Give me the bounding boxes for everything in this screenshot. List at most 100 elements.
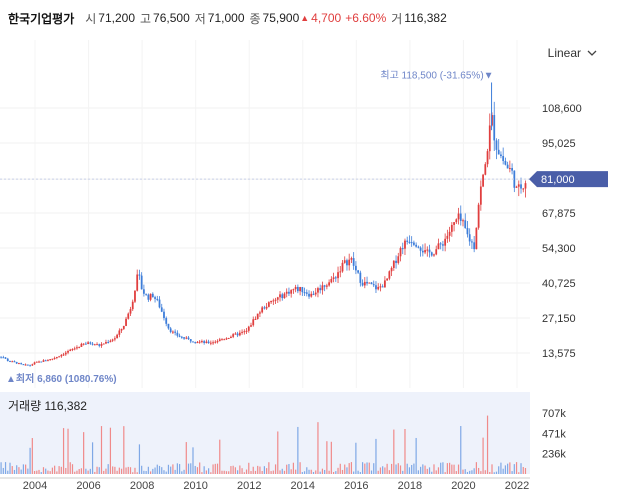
volume-bar [384, 467, 386, 474]
volume-bar [85, 468, 87, 474]
volume-bar [473, 468, 475, 474]
candle-body [138, 274, 141, 276]
volume-bar [172, 464, 174, 474]
candle-body [163, 311, 165, 319]
volume-bar [127, 466, 129, 474]
volume-bar [475, 462, 477, 474]
volume-bar [335, 471, 337, 474]
volume-bar [413, 463, 415, 474]
volume-bar [424, 465, 426, 474]
volume-bar [395, 464, 397, 474]
x-tick-label: 2008 [130, 480, 154, 492]
volume-bar [27, 468, 29, 474]
candle-body [127, 313, 130, 319]
x-tick-label: 2012 [237, 480, 261, 492]
y-tick-label: 54,300 [542, 243, 576, 255]
volume-bar [161, 467, 163, 474]
y-tick-label: 13,575 [542, 348, 576, 360]
volume-bar [417, 470, 419, 474]
candle-body [301, 287, 304, 293]
candle-body [283, 293, 286, 299]
candle-body [18, 363, 20, 365]
volume-bar [132, 472, 134, 474]
volume-panel-bg [0, 392, 530, 474]
candle-body [140, 275, 143, 290]
candle-body [475, 227, 478, 250]
volume-bar [330, 441, 332, 474]
x-tick-label: 2014 [291, 480, 315, 492]
volume-bar [303, 471, 306, 474]
candle-body [256, 313, 259, 319]
volume-bar [87, 470, 89, 474]
low-label: 저 [194, 11, 206, 26]
volume-bar [181, 471, 183, 474]
candle-body [328, 282, 331, 286]
candle-body [421, 250, 424, 253]
candle-body [267, 302, 270, 307]
volume-bar [317, 422, 319, 474]
x-tick-label: 2006 [76, 480, 100, 492]
candle-body [118, 330, 121, 335]
volume-bar [103, 470, 105, 474]
high-label: 고 [140, 11, 152, 26]
candle-body [426, 249, 429, 251]
candle-body [263, 307, 266, 309]
candle-body [346, 260, 348, 266]
candle-body [250, 325, 252, 327]
candle-body [457, 213, 460, 220]
candle-body [49, 359, 52, 361]
candle-body [395, 260, 397, 263]
scale-dropdown[interactable]: Linear [548, 46, 597, 60]
volume-value: 116,382 [404, 11, 447, 25]
volume-bar [444, 472, 446, 474]
volume-bar [51, 467, 54, 474]
volume-bar [442, 462, 444, 474]
candle-series [0, 82, 527, 367]
scale-label: Linear [547, 46, 581, 60]
volume-bar [270, 471, 272, 474]
x-tick-label: 2010 [183, 480, 207, 492]
volume-bar [214, 463, 216, 474]
volume-bar [112, 466, 114, 474]
volume-bar [20, 469, 22, 474]
candle-body [279, 294, 281, 298]
candle-body [169, 328, 172, 333]
volume-bar [495, 471, 498, 474]
volume-bar [145, 471, 147, 474]
candle-body [107, 341, 110, 343]
candle-body [448, 231, 451, 236]
y-tick-label: 95,025 [542, 138, 576, 150]
candle-body [383, 280, 386, 288]
volume-bar [299, 462, 301, 474]
candle-body [122, 325, 125, 329]
open-value: 71,200 [98, 11, 135, 25]
candle-body [160, 307, 163, 312]
volume-bar [411, 464, 413, 474]
volume-bar [297, 426, 299, 474]
volume-bar [259, 466, 261, 474]
candle-body [285, 291, 288, 294]
candle-body [471, 241, 473, 243]
candle-body [234, 333, 237, 335]
volume-title-row: 거래량 116,382 [8, 397, 87, 414]
candle-body [9, 361, 11, 363]
volume-bar [426, 468, 428, 474]
volume-bar [201, 472, 203, 474]
candle-body [388, 271, 391, 279]
candle-body [20, 363, 23, 365]
candle-body [444, 238, 447, 246]
volume-bar [45, 468, 47, 474]
volume-bar [263, 466, 265, 474]
volume-bar [471, 470, 473, 474]
candle-body [113, 338, 116, 340]
candle-body [232, 334, 235, 337]
volume-bar [196, 467, 199, 474]
volume-bar [94, 471, 96, 474]
volume-bar [212, 464, 214, 474]
volume-bar [355, 442, 357, 474]
volume-bar [478, 467, 480, 474]
candle-body [522, 188, 525, 190]
candle-body [223, 339, 226, 341]
volume-bar [324, 469, 326, 474]
